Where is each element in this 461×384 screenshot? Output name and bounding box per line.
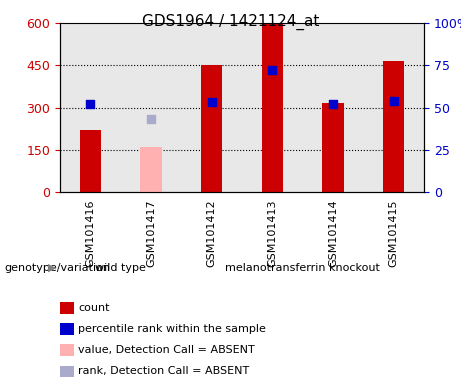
Text: rank, Detection Call = ABSENT: rank, Detection Call = ABSENT: [78, 366, 249, 376]
Point: [208, 99, 215, 106]
Point: [148, 116, 155, 122]
Bar: [201, 65, 222, 192]
Text: wild type: wild type: [95, 263, 146, 273]
Bar: [322, 103, 344, 192]
Point: [87, 101, 94, 107]
Bar: [383, 61, 404, 192]
Bar: [262, 25, 283, 192]
Bar: [80, 130, 101, 192]
Point: [390, 98, 397, 104]
Bar: [140, 147, 162, 192]
Text: melanotransferrin knockout: melanotransferrin knockout: [225, 263, 380, 273]
Text: genotype/variation: genotype/variation: [5, 263, 111, 273]
Text: value, Detection Call = ABSENT: value, Detection Call = ABSENT: [78, 345, 255, 355]
Point: [329, 101, 337, 107]
Text: percentile rank within the sample: percentile rank within the sample: [78, 324, 266, 334]
Text: GDS1964 / 1421124_at: GDS1964 / 1421124_at: [142, 13, 319, 30]
Point: [269, 67, 276, 73]
Text: count: count: [78, 303, 110, 313]
Text: ▶: ▶: [48, 263, 57, 273]
